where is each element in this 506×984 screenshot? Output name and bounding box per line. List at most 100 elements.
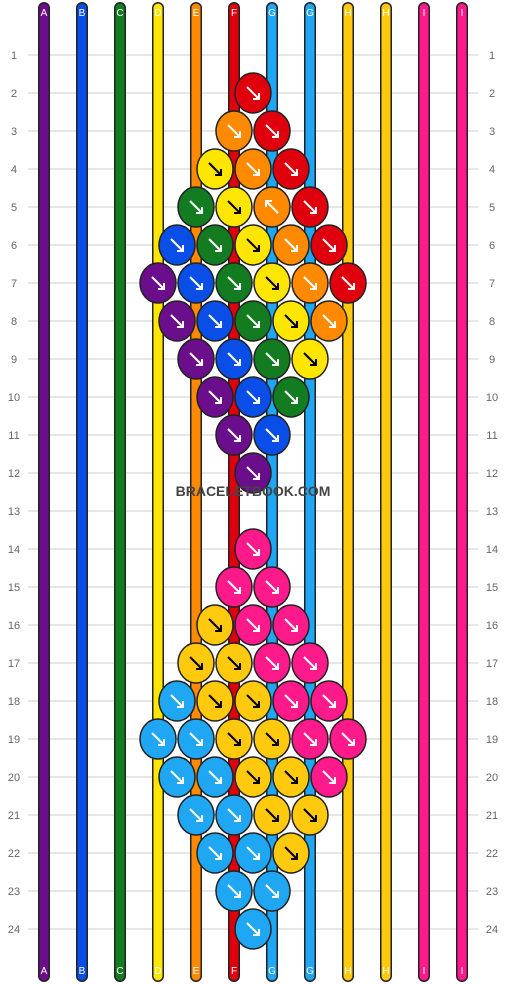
knot	[272, 224, 310, 266]
knot	[215, 414, 253, 456]
string-label: H	[344, 966, 351, 977]
knot	[234, 376, 272, 418]
knot	[253, 186, 291, 228]
row-number: 16	[8, 620, 20, 632]
knot	[177, 262, 215, 304]
row-number: 3	[11, 126, 17, 138]
knot	[158, 300, 196, 342]
row-number: 13	[8, 506, 20, 518]
knot	[139, 262, 177, 304]
knot	[310, 680, 348, 722]
knots-layer	[139, 72, 367, 950]
row-number: 11	[8, 430, 19, 442]
row-number: 9	[489, 354, 495, 366]
string-label: B	[79, 8, 86, 19]
knot	[158, 680, 196, 722]
row-number: 23	[486, 886, 498, 898]
knot	[310, 756, 348, 798]
knot	[291, 794, 329, 836]
string-label: H	[382, 966, 389, 977]
knot	[215, 642, 253, 684]
knot	[253, 110, 291, 152]
knot	[234, 72, 272, 114]
knot	[196, 604, 234, 646]
row-number: 18	[486, 696, 498, 708]
row-number: 10	[8, 392, 20, 404]
knot	[158, 756, 196, 798]
row-number: 10	[486, 392, 498, 404]
string-label: I	[423, 8, 426, 19]
row-number: 18	[8, 696, 20, 708]
knot	[329, 262, 367, 304]
row-number: 19	[486, 734, 498, 746]
string-label: F	[231, 8, 237, 19]
knot	[234, 680, 272, 722]
knot	[253, 794, 291, 836]
string-label: E	[193, 966, 200, 977]
knot	[139, 718, 177, 760]
knot	[158, 224, 196, 266]
string-label: A	[41, 8, 48, 19]
row-number: 2	[489, 88, 495, 100]
string-label: B	[79, 966, 86, 977]
row-number: 13	[486, 506, 498, 518]
knot	[291, 642, 329, 684]
string-label: I	[461, 966, 464, 977]
row-number: 9	[11, 354, 17, 366]
knot	[310, 300, 348, 342]
row-number: 17	[486, 658, 498, 670]
knot	[234, 756, 272, 798]
row-number: 15	[8, 582, 20, 594]
knot	[291, 338, 329, 380]
string-label: E	[193, 8, 200, 19]
row-number: 15	[486, 582, 498, 594]
knot	[272, 604, 310, 646]
knot	[234, 300, 272, 342]
row-number: 3	[489, 126, 495, 138]
knot	[177, 642, 215, 684]
knot	[253, 870, 291, 912]
knot	[272, 376, 310, 418]
string-label: G	[268, 966, 276, 977]
row-number: 11	[486, 430, 497, 442]
row-number: 20	[8, 772, 20, 784]
string-label: H	[344, 8, 351, 19]
knot	[177, 718, 215, 760]
knot	[215, 262, 253, 304]
knot	[310, 224, 348, 266]
row-number: 16	[486, 620, 498, 632]
knot	[215, 566, 253, 608]
row-number: 17	[8, 658, 20, 670]
row-number: 24	[486, 924, 498, 936]
row-number: 7	[489, 278, 495, 290]
row-number: 4	[489, 164, 495, 176]
strings-layer	[38, 2, 468, 982]
string-label: H	[382, 8, 389, 19]
knot	[253, 262, 291, 304]
row-number: 6	[489, 240, 495, 252]
row-number: 24	[8, 924, 20, 936]
row-number: 20	[486, 772, 498, 784]
knot	[272, 680, 310, 722]
knot	[253, 718, 291, 760]
knot	[253, 338, 291, 380]
row-number: 19	[8, 734, 20, 746]
knot	[215, 794, 253, 836]
row-number: 2	[11, 88, 17, 100]
row-number: 23	[8, 886, 20, 898]
knot	[196, 376, 234, 418]
string-label: A	[41, 966, 48, 977]
string-label: C	[116, 966, 123, 977]
string-label: I	[461, 8, 464, 19]
watermark: BRACELETBOOK.COM	[176, 483, 331, 499]
row-number: 8	[11, 316, 17, 328]
knot	[177, 338, 215, 380]
string-label: I	[423, 966, 426, 977]
knot	[253, 414, 291, 456]
knot	[215, 718, 253, 760]
knot	[253, 642, 291, 684]
knot	[234, 832, 272, 874]
knot	[329, 718, 367, 760]
